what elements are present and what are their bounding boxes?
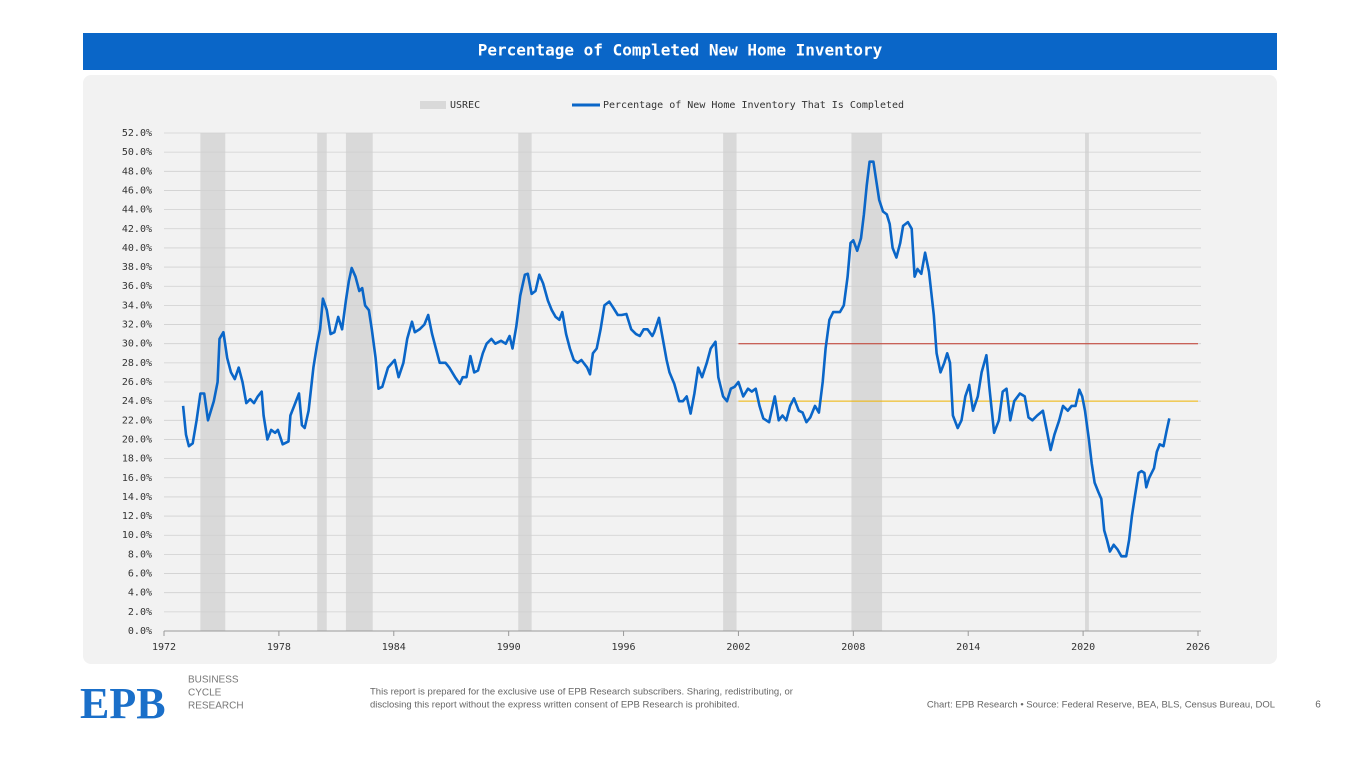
legend-label: Percentage of New Home Inventory That Is… <box>603 100 904 111</box>
y-tick-label: 22.0% <box>122 415 152 426</box>
x-tick-label: 2026 <box>1186 642 1210 653</box>
y-tick-label: 30.0% <box>122 339 152 350</box>
x-tick-label: 1984 <box>382 642 406 653</box>
chart-card <box>83 75 1277 664</box>
y-tick-label: 16.0% <box>122 473 152 484</box>
y-tick-label: 38.0% <box>122 262 152 273</box>
x-tick-label: 2014 <box>956 642 980 653</box>
page-number: 6 <box>1315 700 1321 711</box>
credit: Chart: EPB Research • Source: Federal Re… <box>927 700 1275 711</box>
data-line <box>181 160 1171 558</box>
x-tick-label: 1972 <box>152 642 176 653</box>
y-tick-label: 20.0% <box>122 434 152 445</box>
x-tick-label: 2002 <box>726 642 750 653</box>
y-tick-label: 14.0% <box>122 492 152 503</box>
y-tick-label: 50.0% <box>122 147 152 158</box>
x-tick-label: 2008 <box>841 642 865 653</box>
x-tick-label: 2020 <box>1071 642 1095 653</box>
x-tick-label: 1978 <box>267 642 291 653</box>
y-tick-label: 42.0% <box>122 224 152 235</box>
y-tick-label: 12.0% <box>122 511 152 522</box>
title-bar <box>83 33 1277 70</box>
y-tick-label: 6.0% <box>128 569 152 580</box>
legend-label: USREC <box>450 100 480 111</box>
y-tick-label: 26.0% <box>122 377 152 388</box>
y-tick-label: 4.0% <box>128 588 152 599</box>
tagline: CYCLE <box>188 688 222 699</box>
title: Percentage of Completed New Home Invento… <box>478 41 883 60</box>
y-tick-label: 8.0% <box>128 549 152 560</box>
y-tick-label: 36.0% <box>122 281 152 292</box>
y-tick-label: 0.0% <box>128 626 152 637</box>
tagline: BUSINESS <box>188 675 239 686</box>
legend-swatch <box>420 101 446 109</box>
y-tick-label: 24.0% <box>122 396 152 407</box>
y-tick-label: 44.0% <box>122 205 152 216</box>
y-tick-label: 32.0% <box>122 320 152 331</box>
y-tick-label: 10.0% <box>122 530 152 541</box>
y-tick-label: 34.0% <box>122 300 152 311</box>
y-tick-label: 52.0% <box>122 128 152 139</box>
x-tick-label: 1996 <box>612 642 636 653</box>
y-tick-label: 48.0% <box>122 166 152 177</box>
tagline: RESEARCH <box>188 701 244 712</box>
y-tick-label: 28.0% <box>122 358 152 369</box>
disclaimer: This report is prepared for the exclusiv… <box>370 687 793 698</box>
plot: 0.0% 2.0% 4.0% 6.0% 8.0% 10.0% 12.0% 14.0% 16.0%… <box>122 100 1210 653</box>
x-tick-label: 1990 <box>497 642 521 653</box>
logo: EPB <box>80 679 166 728</box>
y-tick-label: 18.0% <box>122 454 152 465</box>
disclaimer: disclosing this report without the expre… <box>370 700 740 711</box>
y-tick-label: 2.0% <box>128 607 152 618</box>
y-tick-label: 46.0% <box>122 185 152 196</box>
y-tick-label: 40.0% <box>122 243 152 254</box>
